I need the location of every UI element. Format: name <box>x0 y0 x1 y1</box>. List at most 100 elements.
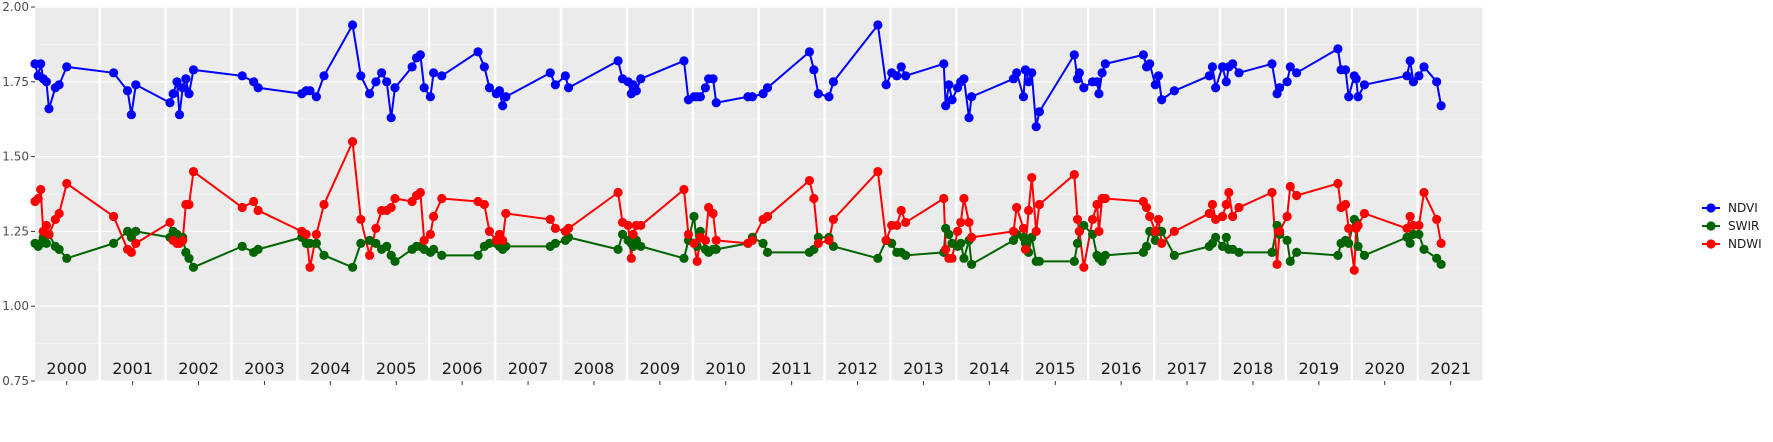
point-ndwi <box>311 229 321 239</box>
point-ndvi <box>494 86 505 96</box>
point-ndvi <box>1234 68 1244 78</box>
point-ndwi <box>1349 265 1359 275</box>
point-ndwi <box>1207 199 1218 210</box>
facet-label-2021: 2021 <box>1430 359 1471 378</box>
point-ndwi <box>1272 259 1282 269</box>
facet-label-2012: 2012 <box>837 359 878 378</box>
y-tick-label-1.50: 1.50 <box>2 150 29 164</box>
point-swir <box>1353 241 1363 251</box>
y-axis: 0.75 1.00 1.25 1.50 1.75 2.00 <box>2 0 1452 388</box>
point-ndwi <box>54 208 64 219</box>
point-ndwi <box>636 220 646 231</box>
point-ndwi <box>1419 187 1429 198</box>
point-swir <box>305 238 315 248</box>
point-ndvi <box>563 83 574 93</box>
point-ndwi <box>1145 211 1155 222</box>
point-swir <box>188 262 199 272</box>
point-swir <box>956 238 966 248</box>
point-ndvi <box>253 83 263 93</box>
point-ndvi <box>828 77 839 87</box>
facet-label-2018: 2018 <box>1233 359 1274 378</box>
point-ndvi <box>1228 59 1238 69</box>
point-swir <box>959 253 969 263</box>
point-swir <box>1069 256 1079 266</box>
point-swir <box>1267 247 1277 257</box>
point-swir <box>62 253 72 263</box>
point-ndvi <box>1333 44 1343 54</box>
point-ndwi <box>1072 214 1083 225</box>
point-ndvi <box>813 89 823 99</box>
point-ndwi <box>1092 199 1102 210</box>
point-ndvi <box>347 20 358 30</box>
point-ndwi <box>953 226 963 236</box>
point-ndvi <box>305 86 315 96</box>
point-ndwi <box>1267 187 1277 198</box>
facet-label-2001: 2001 <box>112 359 153 378</box>
point-ndvi <box>479 62 489 72</box>
point-swir <box>109 238 119 248</box>
point-ndvi <box>62 62 72 72</box>
point-ndwi <box>437 193 447 204</box>
point-ndvi <box>419 83 429 93</box>
point-ndvi <box>964 113 974 123</box>
point-ndvi <box>311 92 321 102</box>
facet-label-2000: 2000 <box>46 359 87 378</box>
point-ndvi <box>44 104 54 114</box>
facet-label-2019: 2019 <box>1298 359 1339 378</box>
point-ndvi <box>1027 68 1037 78</box>
point-ndwi <box>1217 211 1228 222</box>
point-ndwi <box>689 238 699 248</box>
point-ndwi <box>1012 202 1022 213</box>
point-ndvi <box>824 92 834 102</box>
point-swir <box>1100 250 1110 260</box>
point-ndvi <box>1018 92 1029 102</box>
facet-labels: 2000 2001 2002 2003 2004 2005 2006 2007 2008 2009… <box>46 359 1471 378</box>
point-ndvi <box>1074 68 1084 78</box>
point-ndvi <box>1023 77 1034 87</box>
point-ndwi <box>679 184 689 195</box>
facet-label-2013: 2013 <box>903 359 944 378</box>
point-ndvi <box>1419 62 1429 72</box>
point-ndwi <box>41 220 52 231</box>
point-ndvi <box>959 74 969 84</box>
y-tick-label-1.00: 1.00 <box>2 299 29 313</box>
point-swir <box>382 241 392 251</box>
point-swir <box>636 241 646 251</box>
point-ndwi <box>165 217 175 228</box>
point-ndvi <box>1092 77 1102 87</box>
point-ndvi <box>319 71 329 81</box>
point-ndvi <box>54 80 64 90</box>
point-ndwi <box>964 217 974 228</box>
point-ndwi <box>1094 226 1104 236</box>
point-swir <box>617 229 628 239</box>
point-ndwi <box>484 226 495 236</box>
point-swir <box>758 238 768 248</box>
point-ndvi <box>947 95 957 105</box>
point-ndvi <box>892 71 902 81</box>
point-ndvi <box>1094 89 1104 99</box>
point-ndwi <box>44 229 54 239</box>
point-ndvi <box>966 92 977 102</box>
point-ndvi <box>390 83 400 93</box>
point-ndwi <box>1285 181 1295 192</box>
point-ndwi <box>1034 199 1044 210</box>
point-ndwi <box>249 196 259 207</box>
point-ndwi <box>613 187 623 198</box>
point-ndwi <box>1405 211 1415 222</box>
point-ndwi <box>550 223 560 234</box>
y-tick-label-0.75: 0.75 <box>2 374 29 388</box>
point-swir <box>873 253 883 263</box>
facet-label-2002: 2002 <box>178 359 219 378</box>
point-ndwi <box>1069 169 1079 180</box>
point-ndwi <box>131 238 141 248</box>
point-ndwi <box>1344 223 1354 234</box>
point-swir <box>711 244 721 254</box>
point-ndvi <box>1267 59 1277 69</box>
point-ndvi <box>168 89 178 99</box>
point-ndvi <box>1405 56 1415 66</box>
point-ndwi <box>959 193 969 204</box>
facet-label-2017: 2017 <box>1167 359 1208 378</box>
facet-label-2005: 2005 <box>376 359 417 378</box>
point-swir <box>253 244 263 254</box>
point-swir <box>1359 250 1370 260</box>
